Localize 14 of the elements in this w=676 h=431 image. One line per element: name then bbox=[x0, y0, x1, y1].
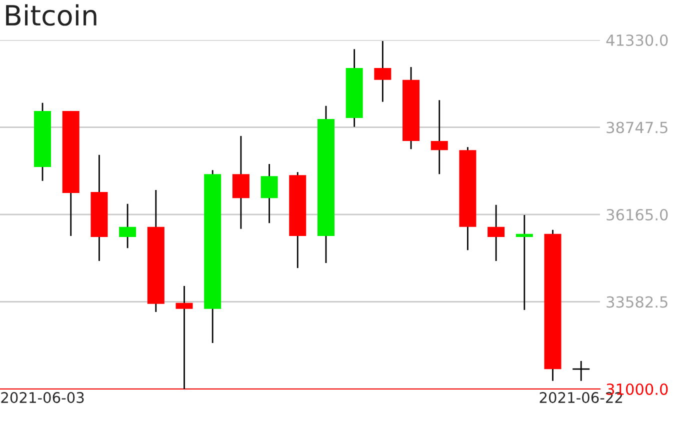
y-tick-label: 36165.0 bbox=[606, 208, 668, 221]
chart-title: Bitcoin bbox=[6, 4, 96, 26]
y-tick-label: 33582.5 bbox=[606, 296, 668, 308]
candlestick bbox=[516, 214, 533, 311]
candlestick bbox=[374, 40, 392, 103]
y-tick-label: 38747.5 bbox=[606, 122, 668, 134]
candlestick bbox=[488, 204, 505, 262]
y-tick-label: 41330.0 bbox=[606, 34, 668, 46]
x-tick-label: 2021-06-03 bbox=[1, 392, 84, 404]
candlestick bbox=[430, 99, 448, 175]
candlestick bbox=[232, 135, 250, 230]
candlestick bbox=[119, 203, 136, 249]
candlestick bbox=[260, 163, 278, 224]
candlestick bbox=[572, 360, 590, 382]
